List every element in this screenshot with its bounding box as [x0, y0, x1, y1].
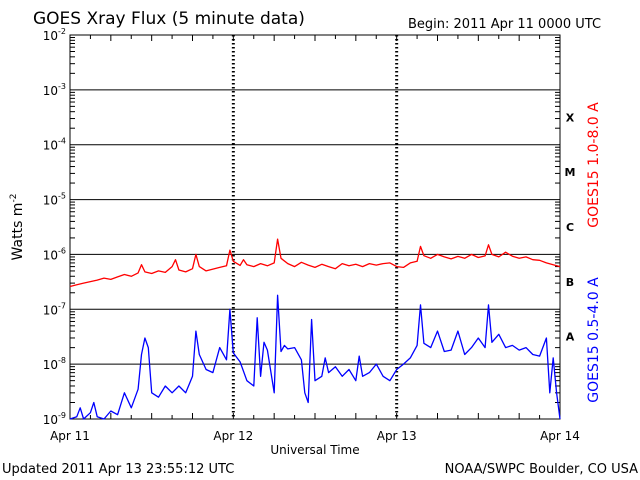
credit-text: NOAA/SWPC Boulder, CO USA [445, 462, 638, 477]
y-axis-ticks: 10-910-810-710-610-510-410-310-2 [43, 27, 560, 427]
y-tick-exp: -7 [58, 301, 66, 310]
y-axis-label: Watts m-2 [9, 194, 26, 261]
updated-timestamp: Updated 2011 Apr 13 23:55:12 UTC [2, 462, 234, 477]
x-axis-label: Universal Time [270, 443, 359, 457]
y-tick-exp: -9 [58, 411, 66, 420]
y-tick-label: 10-7 [43, 301, 66, 317]
x-axis-ticks: Apr 11 Apr 12 Apr 13 Apr 14 [50, 35, 580, 443]
y-axis-label-base: Watts m [10, 203, 26, 261]
x-tick-label: Apr 11 [50, 429, 90, 443]
y-tick-exp: -4 [58, 137, 66, 146]
y-tick-base: 10 [43, 248, 58, 262]
y-tick-exp: -3 [58, 82, 66, 91]
y-tick-base: 10 [43, 413, 58, 427]
y-tick-label: 10-9 [43, 411, 66, 427]
y-tick-base: 10 [43, 139, 58, 153]
series-lines [69, 238, 561, 420]
y-tick-base: 10 [43, 194, 58, 208]
y-tick-label: 10-5 [43, 192, 66, 208]
y-tick-label: 10-2 [43, 27, 66, 43]
y-tick-base: 10 [43, 29, 58, 43]
flare-class-a: A [566, 331, 575, 344]
flare-class-m: M [565, 166, 576, 179]
x-tick-label: Apr 12 [213, 429, 253, 443]
y-tick-exp: -8 [58, 356, 66, 365]
legend-goes15-long: GOES15 1.0-8.0 A [586, 102, 602, 228]
chart-title: GOES Xray Flux (5 minute data) [33, 9, 305, 29]
x-tick-label: Apr 13 [377, 429, 417, 443]
plot-frame [69, 34, 561, 420]
grid-lines [70, 35, 560, 419]
legend-goes15-short: GOES15 0.5-4.0 A [586, 277, 602, 403]
y-tick-label: 10-6 [43, 246, 66, 262]
y-tick-base: 10 [43, 358, 58, 372]
flare-class-labels: A B C M X [565, 111, 576, 343]
x-tick-label: Apr 14 [540, 429, 580, 443]
series-goes15-short [69, 294, 561, 420]
flare-class-b: B [566, 276, 574, 289]
y-tick-base: 10 [43, 84, 58, 98]
series-goes15-long [69, 238, 561, 288]
y-tick-label: 10-3 [43, 82, 66, 98]
y-tick-exp: -5 [58, 192, 66, 201]
y-tick-label: 10-4 [43, 137, 66, 153]
y-tick-label: 10-8 [43, 356, 66, 372]
flare-class-x: X [566, 111, 575, 124]
y-tick-exp: -6 [58, 246, 66, 255]
y-tick-base: 10 [43, 303, 58, 317]
begin-time: Begin: 2011 Apr 11 0000 UTC [408, 17, 601, 32]
flare-class-c: C [566, 221, 574, 234]
y-tick-exp: -2 [58, 27, 66, 36]
y-axis-label-exp: -2 [9, 194, 19, 203]
